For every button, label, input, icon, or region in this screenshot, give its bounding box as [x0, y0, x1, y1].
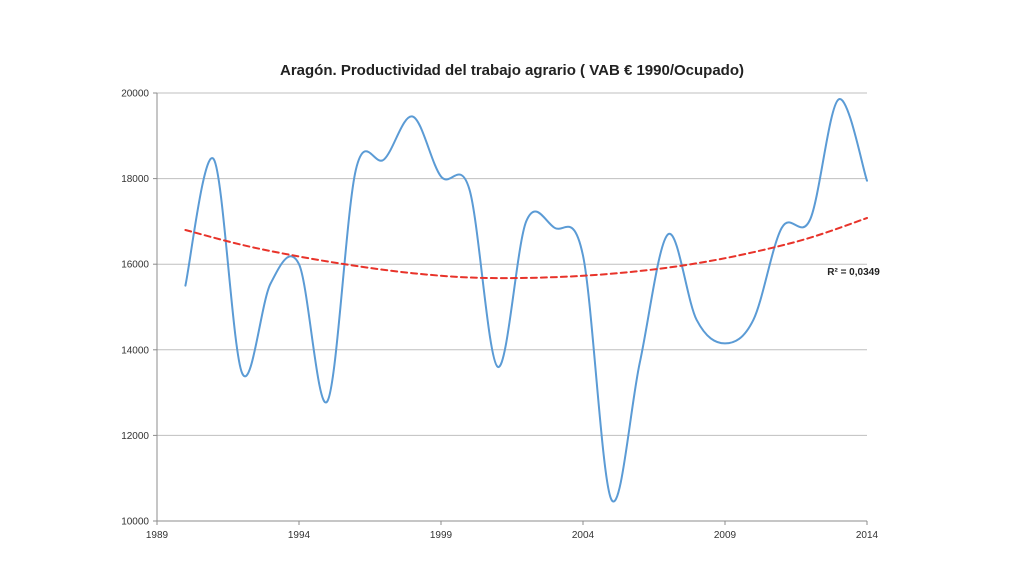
- y-tick-label: 18000: [121, 174, 149, 185]
- x-tick-label: 2004: [572, 530, 595, 541]
- x-tick-label: 1994: [288, 530, 311, 541]
- y-tick-label: 16000: [121, 260, 149, 271]
- y-tick-label: 10000: [121, 517, 149, 528]
- axes: [153, 92, 868, 525]
- y-tick-label: 14000: [121, 345, 149, 356]
- series-line: [184, 98, 868, 503]
- r-squared-label: R² = 0,0349: [827, 267, 880, 278]
- gridlines: [157, 92, 867, 436]
- x-tick-label: 2014: [856, 530, 879, 541]
- y-tick-label: 20000: [121, 89, 149, 100]
- series-group: [184, 98, 868, 503]
- annotations: R² = 0,0349: [827, 267, 880, 278]
- trendline: [184, 217, 868, 280]
- x-tick-label: 1999: [430, 530, 453, 541]
- x-tick-label: 2009: [714, 530, 737, 541]
- x-tick-label: 1989: [146, 530, 169, 541]
- tick-labels: 10000 12000 14000 16000 18000 20000 1989 1994 19…: [121, 89, 878, 542]
- y-tick-label: 12000: [121, 431, 149, 442]
- chart-title: Aragón. Productividad del trabajo agrari…: [280, 62, 744, 79]
